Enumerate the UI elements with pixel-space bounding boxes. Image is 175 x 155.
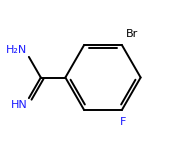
Text: H₂N: H₂N xyxy=(6,45,27,55)
Text: HN: HN xyxy=(11,100,27,110)
Text: Br: Br xyxy=(126,29,138,39)
Text: F: F xyxy=(120,117,127,126)
